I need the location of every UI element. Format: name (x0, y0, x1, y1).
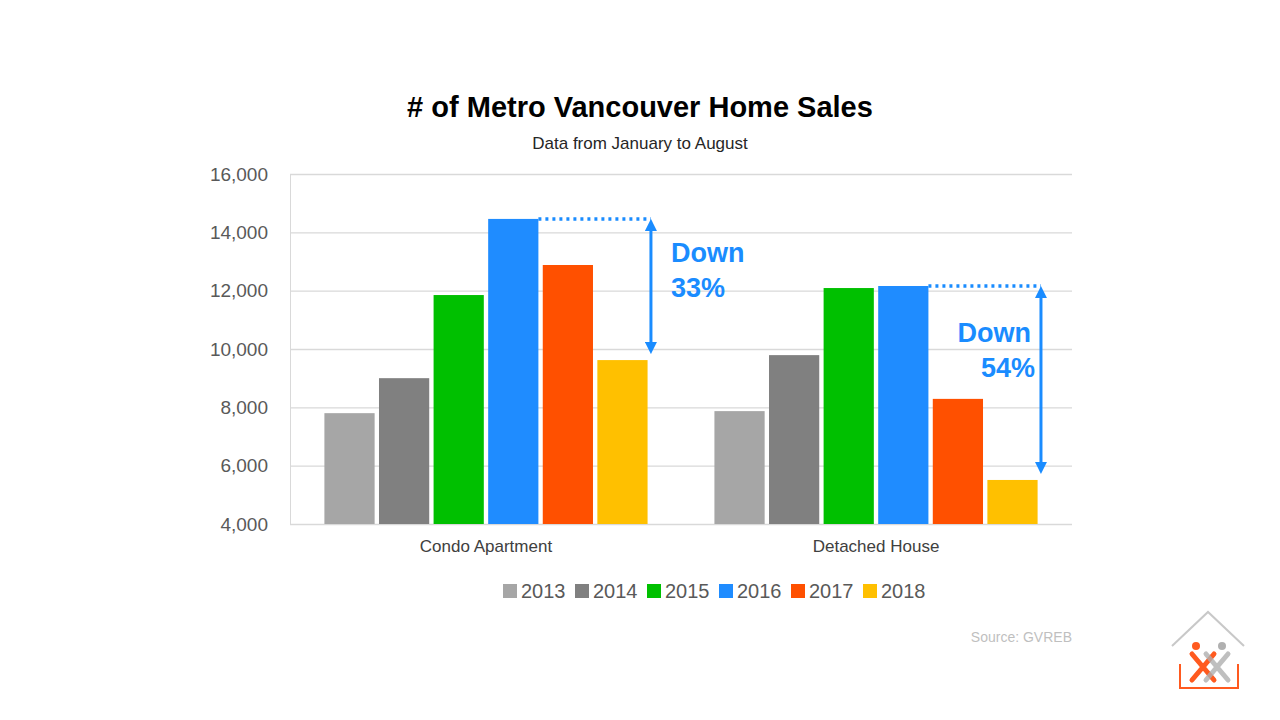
y-tick-label: 16,000 (210, 164, 268, 185)
legend-label: 2013 (521, 580, 566, 602)
legend-label: 2016 (737, 580, 782, 602)
x-tick-label: Detached House (813, 537, 940, 556)
logo (1172, 612, 1244, 688)
grid-line (290, 232, 1072, 233)
y-tick-label: 4,000 (220, 514, 268, 535)
x-tick-label: Condo Apartment (420, 537, 553, 556)
bar (434, 295, 484, 524)
bar (987, 480, 1037, 524)
logo-roof (1172, 612, 1244, 646)
annotation-text: Down (671, 238, 745, 268)
bar (878, 286, 928, 524)
change-arrow (1039, 292, 1042, 468)
legend-swatch (575, 584, 589, 598)
annotation: Down 33% (538, 219, 744, 348)
change-arrow (649, 225, 652, 348)
legend-label: 2017 (809, 580, 854, 602)
bar (543, 265, 593, 524)
reference-line (538, 217, 651, 221)
legend-label: 2015 (665, 580, 710, 602)
x-tick: Condo Apartment (420, 537, 553, 556)
bar (597, 360, 647, 524)
logo-x (1206, 654, 1228, 680)
bar (324, 413, 374, 524)
legend-item: 2017 (791, 580, 854, 602)
bar (933, 399, 983, 524)
legend-item: 2018 (863, 580, 926, 602)
legend-label: 2014 (593, 580, 638, 602)
annotation-text: Down (957, 318, 1031, 348)
legend-label: 2018 (881, 580, 926, 602)
legend-swatch (647, 584, 661, 598)
y-tick-label: 8,000 (220, 397, 268, 418)
legend-item: 2014 (575, 580, 638, 602)
bar (714, 411, 764, 524)
chart: # of Metro Vancouver Home Sales Data from… (0, 0, 1280, 720)
bars (324, 219, 1037, 524)
annotation-text: 54% (981, 353, 1035, 383)
background (0, 0, 1280, 720)
y-tick-label: 6,000 (220, 455, 268, 476)
logo-dot (1192, 642, 1200, 650)
y-tick-label: 14,000 (210, 222, 268, 243)
legend-item: 2013 (503, 580, 566, 602)
y-tick: 16,000 (210, 164, 1072, 185)
y-tick-label: 12,000 (210, 280, 268, 301)
grid-line (290, 174, 1072, 175)
legend: 2013 2014 2015 2016 2017 2018 (503, 580, 926, 602)
y-axis: 4,000 6,000 8,000 10,000 12,000 14,000 16,000 (210, 164, 1072, 535)
bar (379, 378, 429, 524)
y-tick: 10,000 (210, 339, 1072, 360)
source: Source: GVREB (971, 629, 1072, 645)
annotation: Down 54% (928, 286, 1041, 468)
bar-series (488, 219, 928, 524)
y-tick: 12,000 (210, 280, 1072, 301)
bar (824, 288, 874, 524)
reference-line (928, 284, 1041, 288)
annotation-text: 33% (671, 273, 725, 303)
title: # of Metro Vancouver Home Sales (407, 91, 873, 123)
y-tick: 14,000 (210, 222, 1072, 243)
legend-item: 2016 (719, 580, 782, 602)
legend-item: 2015 (647, 580, 710, 602)
grid-line (290, 524, 1072, 525)
legend-swatch (503, 584, 517, 598)
subtitle: Data from January to August (532, 134, 748, 153)
bar (488, 219, 538, 524)
bar-series (597, 360, 1037, 524)
bar-series (543, 265, 983, 524)
grid-line (290, 349, 1072, 350)
logo-dot (1218, 642, 1226, 650)
y-tick-label: 10,000 (210, 339, 268, 360)
legend-swatch (791, 584, 805, 598)
legend-swatch (863, 584, 877, 598)
x-axis: Condo Apartment Detached House (420, 537, 940, 556)
x-tick: Detached House (813, 537, 940, 556)
legend-swatch (719, 584, 733, 598)
bar (769, 355, 819, 524)
